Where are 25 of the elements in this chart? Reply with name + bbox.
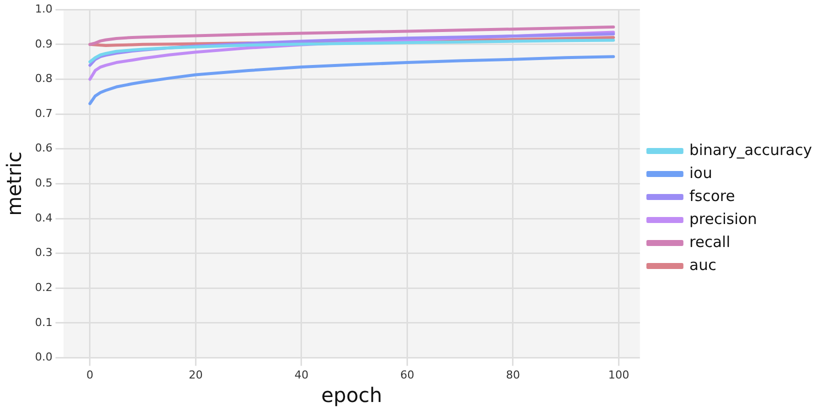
y-tick-label: 0.2 [34, 281, 52, 294]
y-tick-label: 0.0 [34, 350, 52, 364]
x-tick-label: 0 [86, 368, 94, 382]
x-tick-label: 100 [608, 368, 630, 382]
x-tick-label: 60 [400, 368, 414, 382]
x-axis-title: epoch [321, 383, 382, 408]
x-tick-label: 40 [294, 368, 308, 382]
legend-label: iou [689, 164, 712, 182]
legend-label: recall [689, 232, 730, 251]
y-tick-label: 1.0 [34, 2, 52, 16]
y-tick-label: 0.1 [34, 316, 52, 329]
y-tick-label: 0.9 [34, 37, 52, 50]
y-axis-title: metric [2, 151, 26, 216]
y-tick-label: 0.5 [34, 176, 52, 190]
y-tick-label: 0.6 [34, 142, 52, 155]
y-tick-label: 0.8 [34, 72, 52, 86]
legend-label: precision [689, 210, 758, 228]
y-tick-label: 0.3 [34, 246, 52, 260]
y-tick-label: 0.7 [34, 106, 52, 120]
legend-label: fscore [689, 186, 735, 205]
x-tick-label: 80 [506, 368, 520, 382]
x-tick-label: 20 [188, 368, 203, 382]
y-tick-label: 0.4 [34, 211, 52, 224]
legend-label: auc [689, 256, 716, 274]
legend-label: binary_accuracy [689, 140, 812, 159]
